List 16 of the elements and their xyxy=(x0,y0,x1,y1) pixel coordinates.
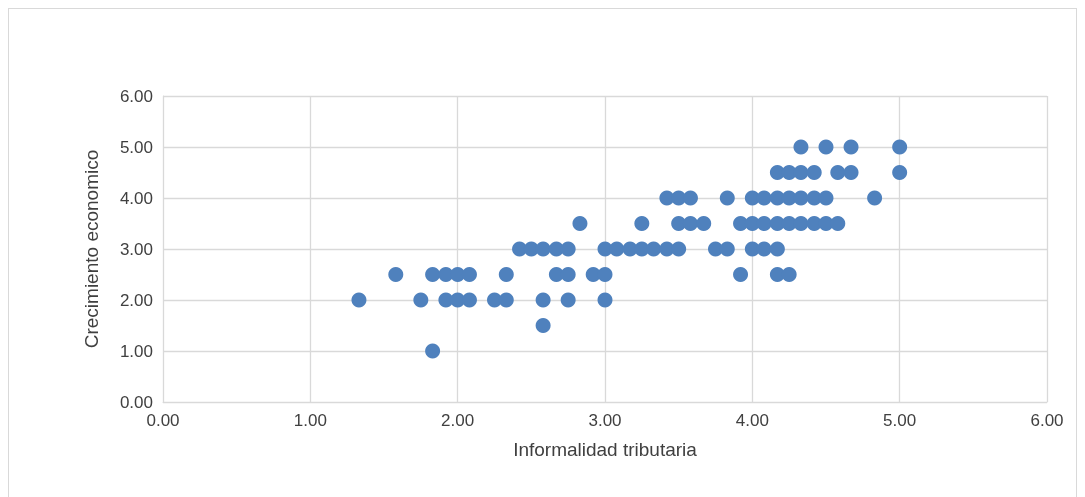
y-tick-label: 1.00 xyxy=(119,341,153,361)
x-tick-label: 2.00 xyxy=(441,411,475,430)
x-tick-label: 1.00 xyxy=(293,411,327,430)
x-tick-label: 5.00 xyxy=(883,411,917,430)
y-tick-label: 6.00 xyxy=(119,86,153,106)
x-axis-title: Informalidad tributaria xyxy=(513,439,698,460)
x-tick-label: 3.00 xyxy=(588,411,622,430)
y-tick-label: 4.00 xyxy=(119,188,153,208)
y-tick-label: 3.00 xyxy=(119,239,153,259)
x-tick-label: 0.00 xyxy=(146,411,180,430)
y-tick-label: 0.00 xyxy=(119,392,153,412)
x-tick-label: 4.00 xyxy=(735,411,769,430)
y-tick-label: 2.00 xyxy=(119,290,153,310)
y-tick-label: 5.00 xyxy=(119,137,153,157)
x-tick-label: 6.00 xyxy=(1030,411,1064,430)
y-axis-title: Crecimiento economico xyxy=(81,149,102,349)
